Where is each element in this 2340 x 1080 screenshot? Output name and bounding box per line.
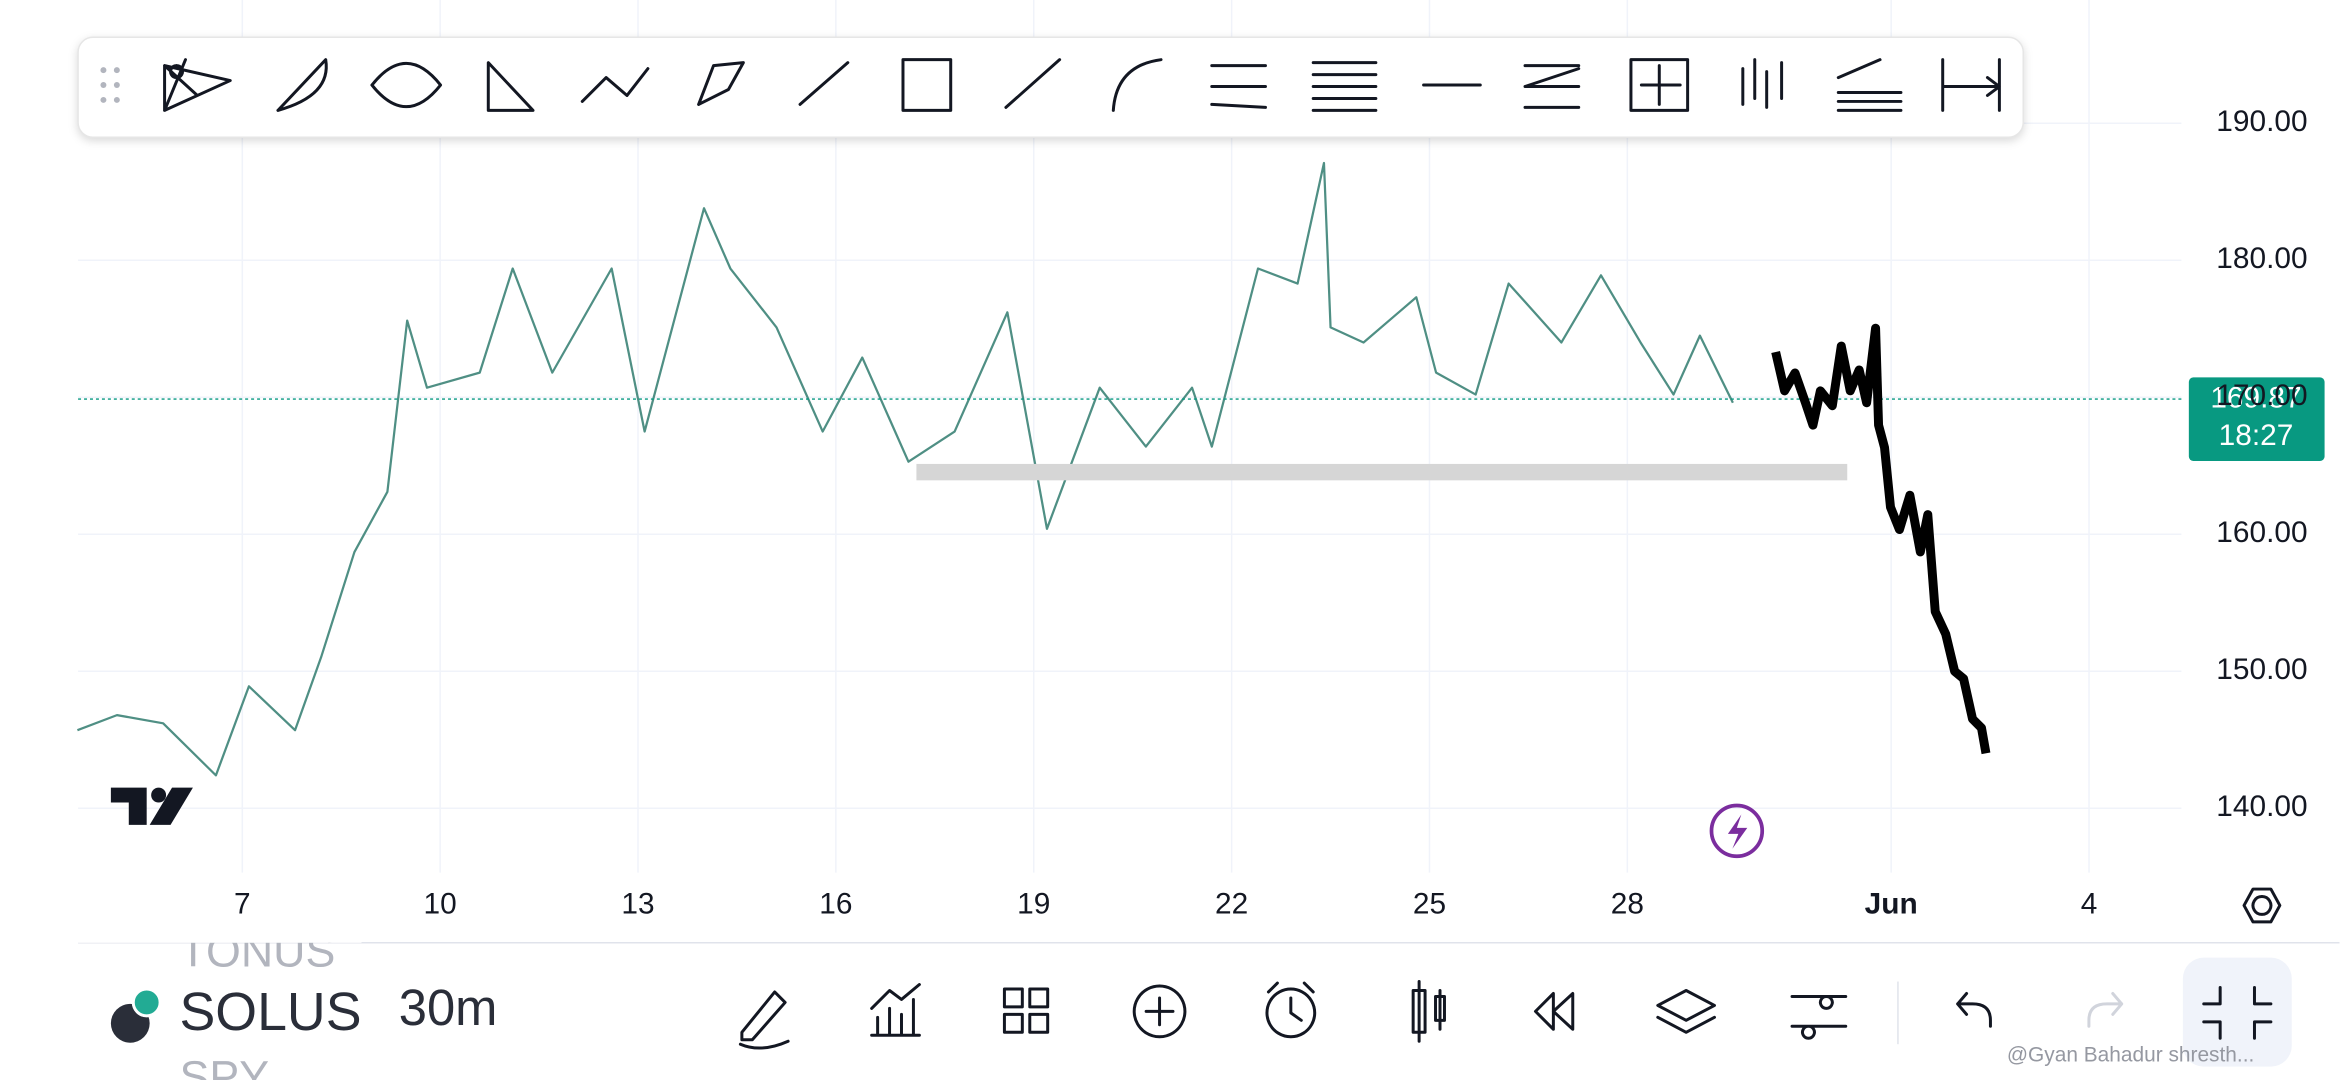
tool-icon	[1111, 58, 1163, 112]
layouts-icon[interactable]	[1002, 987, 1050, 1034]
symbol-badge	[131, 987, 162, 1018]
x-tick-label: Jun	[1865, 887, 1918, 920]
drawing-toolbar	[77, 36, 2025, 138]
x-tick-label: 13	[621, 887, 654, 920]
fullscreen-icon[interactable]	[2202, 986, 2273, 1040]
undo-icon[interactable]	[1956, 991, 1992, 1028]
indicators-icon[interactable]	[870, 983, 921, 1037]
logo-mark	[110, 787, 193, 825]
draw-icon[interactable]	[738, 990, 790, 1050]
drawn-rectangle[interactable]	[916, 463, 1848, 481]
tool-icon	[580, 67, 650, 103]
replay-icon[interactable]	[1533, 991, 1575, 1031]
last-price-box	[2188, 377, 2325, 461]
toolbar-bg	[77, 36, 2025, 138]
tool-icon	[1629, 58, 1690, 112]
flash-circle[interactable]	[1709, 803, 1765, 859]
tool-icon	[1741, 58, 1784, 109]
tool-icon	[901, 58, 953, 112]
x-tick-label: 19	[1017, 887, 1050, 920]
tool-icon	[163, 58, 232, 112]
tool-icon	[1941, 58, 2001, 112]
tool-icon	[798, 61, 850, 106]
drag-handle[interactable]	[100, 67, 120, 103]
bottom-icons[interactable]	[738, 980, 2124, 1050]
x-tick-label: 28	[1611, 887, 1644, 920]
add-icon[interactable]	[1132, 984, 1187, 1039]
brush-drawing[interactable]	[1771, 323, 1991, 755]
y-tick-label: 150.00	[2216, 653, 2307, 686]
plot	[77, 161, 2182, 777]
last-price: 169.87 18:27	[2188, 377, 2325, 461]
fullscreen-bg[interactable]	[2182, 957, 2292, 1067]
x-tick-label: 4	[2081, 887, 2098, 920]
x-tick-label: 16	[819, 887, 852, 920]
tool-icon	[1210, 64, 1267, 109]
flash-icon[interactable]	[1727, 814, 1748, 849]
alert-icon[interactable]	[1265, 981, 1317, 1039]
logo	[110, 787, 193, 825]
y-tick-label: 170.00	[2216, 379, 2307, 412]
tool-icon	[486, 61, 535, 112]
flash-button[interactable]	[1709, 803, 1765, 859]
chart-type-icon[interactable]	[1411, 980, 1446, 1043]
last-price-value: 169.87	[2210, 382, 2301, 415]
tool-icon	[276, 58, 328, 112]
tool-icon	[370, 61, 443, 109]
last-price-time: 18:27	[2219, 419, 2294, 452]
price-line	[77, 161, 1734, 777]
y-tick-label: 190.00	[2216, 105, 2307, 138]
x-tick-label: 7	[234, 887, 251, 920]
y-tick-label: 160.00	[2216, 516, 2307, 549]
tool-icon	[1311, 61, 1378, 112]
x-tick-label: 22	[1215, 887, 1248, 920]
logo-dot	[151, 787, 167, 803]
symbol[interactable]: SOLUS	[180, 982, 362, 1042]
redo-icon[interactable]	[2087, 991, 2124, 1028]
settings-icon[interactable]	[2242, 887, 2282, 924]
settings-sliders-icon[interactable]	[1790, 994, 1848, 1040]
x-tick-label: 25	[1413, 887, 1446, 920]
interval[interactable]: 30m	[399, 979, 498, 1036]
symbol-below[interactable]: SPY	[180, 1052, 270, 1080]
tool-icon	[697, 61, 745, 106]
layers-icon[interactable]	[1656, 989, 1716, 1034]
watermark: @Gyan Bahadur shresth...	[2007, 1044, 2254, 1067]
y-tick-label: 140.00	[2216, 790, 2307, 823]
y-tick-label: 180.00	[2216, 242, 2307, 275]
tool-icon	[1523, 64, 1581, 109]
tool-icon	[1836, 58, 1903, 112]
bottom-bar: TONUS SOLUS SPY 30m @Gyan Bahadur shrest…	[78, 927, 2292, 1080]
tool-icons[interactable]	[163, 58, 2001, 112]
clip-top	[78, 930, 362, 943]
tool-icon	[1004, 58, 1062, 109]
x-tick-label: 10	[424, 887, 457, 920]
